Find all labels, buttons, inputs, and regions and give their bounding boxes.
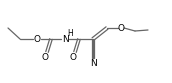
Text: O: O <box>117 23 125 33</box>
Text: N: N <box>62 35 68 43</box>
Text: H: H <box>67 28 73 38</box>
Text: N: N <box>90 60 96 68</box>
Text: O: O <box>69 54 77 62</box>
Text: O: O <box>41 54 49 62</box>
Text: O: O <box>34 35 40 43</box>
